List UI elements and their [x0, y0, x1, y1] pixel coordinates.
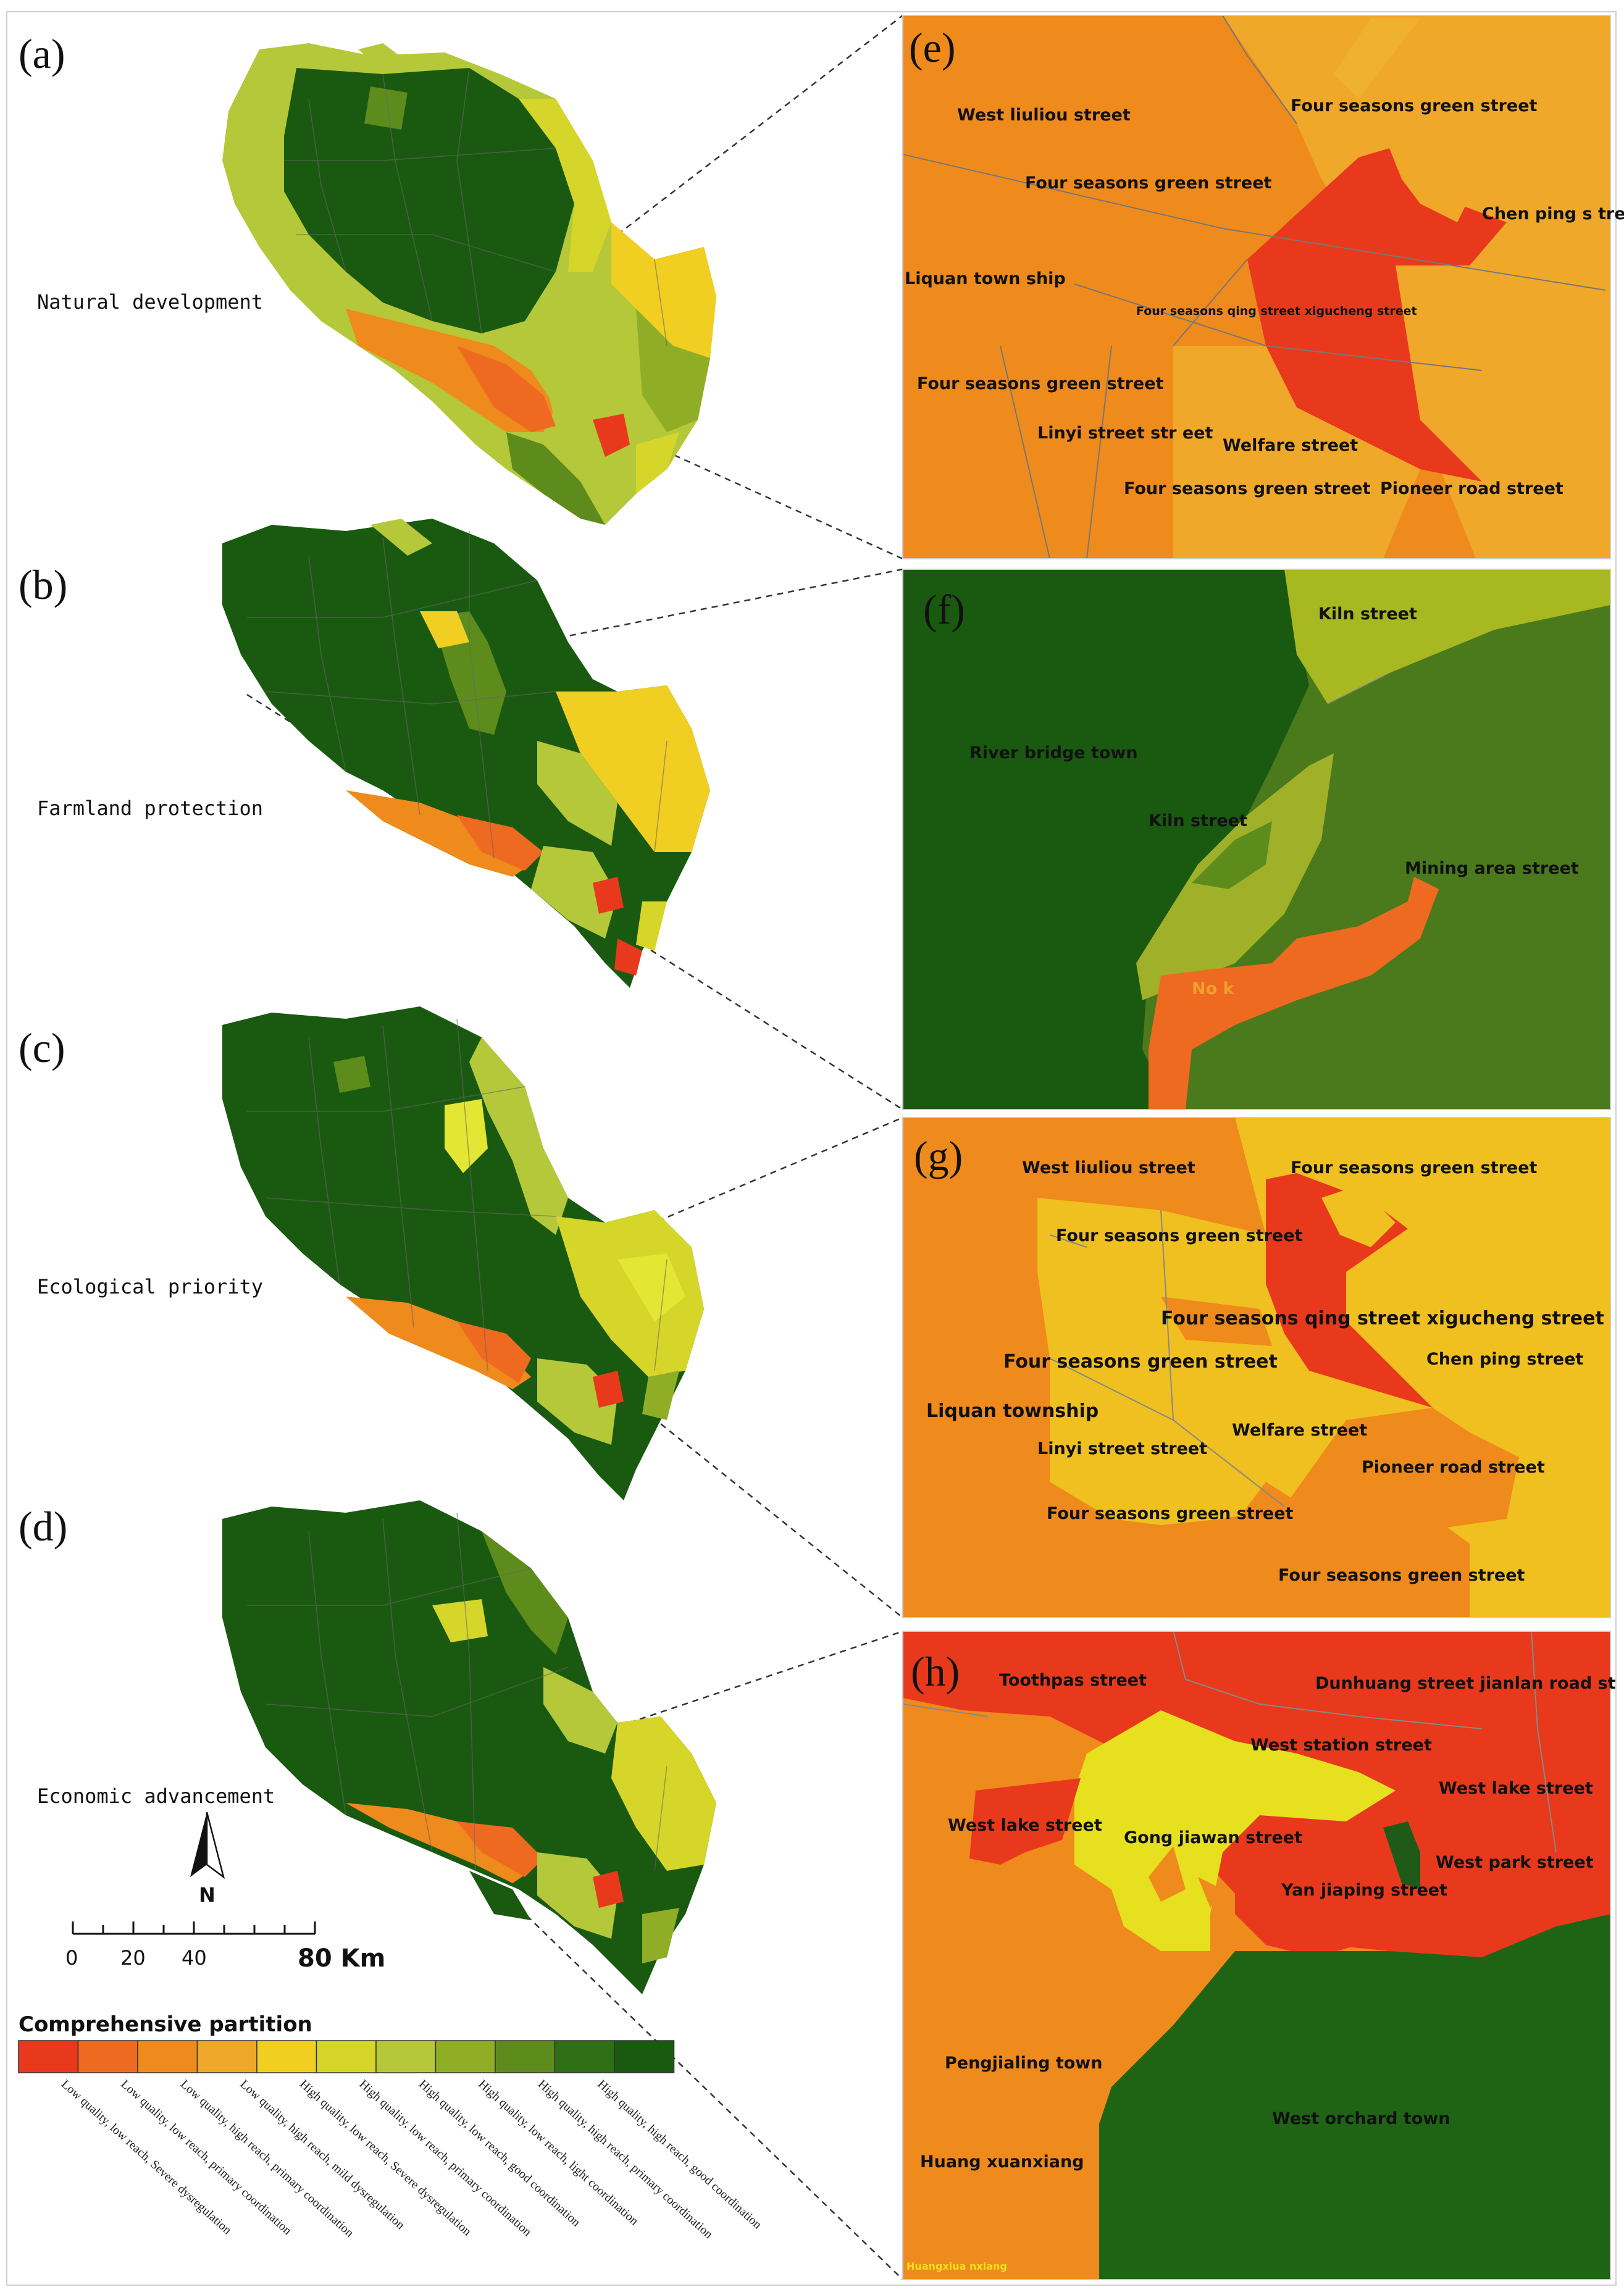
street-label: Four seasons green street [1291, 96, 1538, 115]
inset-e [903, 15, 1610, 559]
map-c [222, 1006, 704, 1500]
street-label: Four seasons green street [1278, 1566, 1525, 1585]
scale-tick-40: 40 [182, 1946, 207, 1970]
street-label: Yan jiaping street [1281, 1881, 1447, 1900]
legend-swatch [18, 2040, 79, 2073]
legend-swatch [196, 2040, 257, 2073]
street-label: Four seasons green street [1056, 1226, 1303, 1245]
street-label: Huangxiua nxiang [906, 2260, 1007, 2272]
scenario-name-b: Farmland protection [37, 796, 263, 820]
street-label: West liuliou street [957, 106, 1131, 125]
map-d [222, 1500, 716, 1994]
scale-tick-20: 20 [120, 1946, 146, 1970]
inset-e-labels: West liuliou street Four seasons green s… [905, 96, 1624, 498]
legend-swatch [256, 2040, 317, 2073]
scenario-name-a: Natural development [37, 290, 263, 314]
street-label: West station street [1250, 1736, 1432, 1755]
street-label: Mining area street [1405, 859, 1579, 878]
street-label: Chen ping street [1426, 1350, 1583, 1369]
legend-swatch [77, 2040, 138, 2073]
inset-label-f: (f) [923, 586, 965, 633]
legend-swatch [495, 2040, 556, 2073]
street-label: West park street [1436, 1853, 1594, 1872]
scenario-name-d: Economic advancement [37, 1784, 275, 1808]
inset-label-g: (g) [914, 1132, 963, 1179]
scale-tick-0: 0 [65, 1946, 78, 1970]
street-label: Liquan township [926, 1400, 1099, 1422]
map-a [222, 43, 716, 525]
street-label: West lake street [948, 1816, 1102, 1835]
street-label: Four seasons qing street xigucheng stree… [1136, 304, 1417, 318]
north-arrow-icon: N [190, 1812, 225, 1907]
street-label: Four seasons green street [1025, 173, 1272, 193]
map-b [222, 519, 710, 988]
legend-swatch [614, 2040, 675, 2073]
panel-label-c: (c) [19, 1024, 65, 1071]
street-label: River bridge town [969, 743, 1138, 763]
street-label: Pengjialing town [945, 2054, 1102, 2073]
scale-bar: 0 20 40 80 Km [65, 1921, 385, 1973]
street-label: Gong jiawan street [1124, 1828, 1302, 1847]
inset-f-labels: Kiln street River bridge town Kiln stree… [969, 604, 1579, 998]
inset-f [903, 569, 1610, 1110]
street-label: Huang xuanxiang [920, 2152, 1084, 2172]
legend-swatch [435, 2040, 496, 2073]
street-label: Pioneer road street [1362, 1458, 1545, 1477]
inset-g-labels: West liuliou street Four seasons green s… [926, 1158, 1604, 1585]
street-label: Linyi street str eet [1037, 424, 1213, 443]
street-label: Four seasons green street [917, 374, 1164, 393]
inset-label-h: (h) [911, 1648, 960, 1695]
panel-label-b: (b) [19, 561, 67, 608]
connector-lines [246, 15, 903, 2280]
street-label: Chen ping s treet [1482, 204, 1624, 224]
street-label: Welfare street [1223, 436, 1358, 455]
north-label: N [199, 1883, 216, 1907]
street-label: Four seasons green street [1124, 479, 1371, 498]
panel-label-a: (a) [19, 30, 65, 77]
admin-boundaries [247, 67, 668, 1871]
street-label: Four seasons qing street xigucheng stree… [1161, 1308, 1604, 1329]
street-label: Kiln street [1149, 811, 1247, 830]
inset-label-e: (e) [909, 24, 955, 71]
street-label: Four seasons green street [1003, 1351, 1278, 1373]
legend-swatch [316, 2040, 377, 2073]
street-label: Four seasons green street [1291, 1158, 1538, 1177]
panel-label-d: (d) [19, 1503, 67, 1550]
legend-swatch [375, 2040, 437, 2073]
scale-end-label: 80 Km [298, 1944, 385, 1973]
street-label: West orchard town [1272, 2109, 1450, 2128]
street-label: Toothpas street [999, 1671, 1147, 1690]
street-label: Four seasons green street [1047, 1504, 1294, 1523]
inset-h [903, 1631, 1610, 2280]
street-label: Linyi street street [1037, 1439, 1207, 1458]
street-label: Liquan town ship [905, 269, 1066, 288]
street-label: Kiln street [1318, 604, 1417, 624]
legend-title: Comprehensive partition [19, 2012, 312, 2037]
legend-swatch [137, 2040, 198, 2073]
scenario-name-c: Ecological priority [37, 1275, 263, 1298]
inset-g [903, 1118, 1610, 1618]
street-label: No k [1192, 979, 1235, 998]
street-label: Pioneer road street [1380, 479, 1563, 498]
legend-swatches [18, 2040, 675, 2073]
figure-frame [6, 11, 1617, 2286]
inset-h-labels: Toothpas street Dunhuang street jianlan … [906, 1671, 1616, 2272]
street-label: West lake street [1439, 1779, 1593, 1798]
legend-swatch [554, 2040, 615, 2073]
street-label: Dunhuang street jianlan road st [1315, 1674, 1616, 1693]
street-label: Welfare street [1232, 1421, 1367, 1440]
legend-labels: Low quality, low reach, Severe dysregula… [59, 2077, 764, 2241]
street-label: West liuliou street [1022, 1158, 1195, 1177]
